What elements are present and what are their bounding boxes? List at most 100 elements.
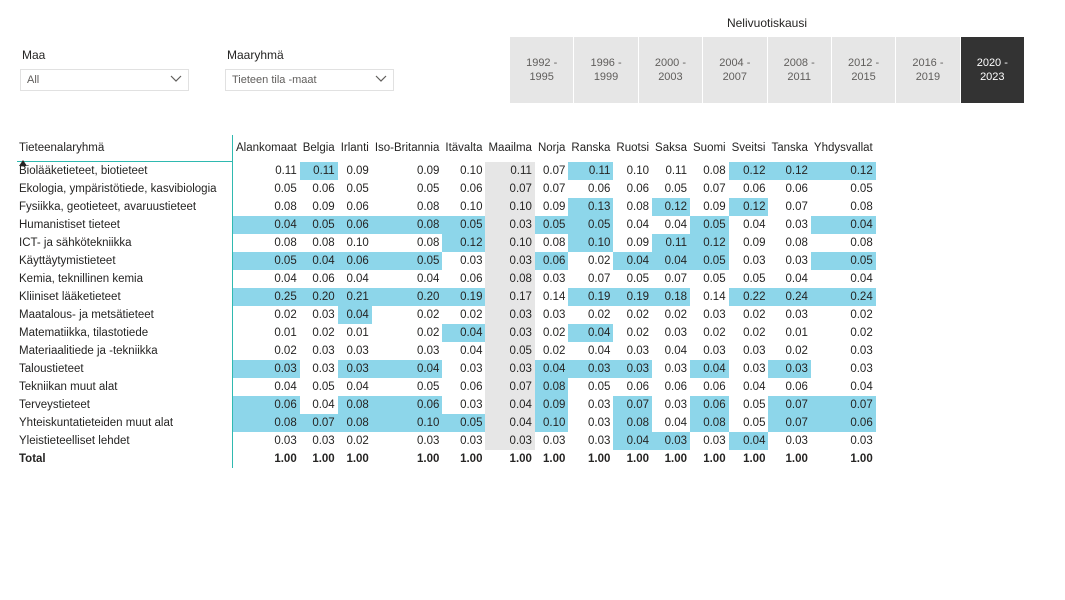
table-cell: 0.03 [312,435,335,447]
row-label: Yleistieteelliset lehdet [17,432,233,450]
table-cell: 0.04 [810,216,876,234]
row-label: Terveystieteet [17,396,233,414]
table-cell: 0.04 [588,345,611,357]
table-cell: 0.02 [274,345,297,357]
country-dropdown[interactable]: All [20,69,189,91]
column-header[interactable]: Saksa [655,142,687,155]
table-cell: 0.05 [810,252,876,270]
table-cell: 0.03 [485,324,535,342]
table-cell: 0.08 [485,270,535,288]
table-cell: 0.02 [626,327,650,339]
row-header-label: Tieteenalaryhmä [19,142,105,154]
table-cell: 0.03 [485,306,535,324]
period-button[interactable]: 2016 - 2019 [896,37,960,103]
table-cell: 0.08 [785,237,808,249]
column-header[interactable]: Iso-Britannia [374,142,440,155]
period-button[interactable]: 2020 - 2023 [960,37,1024,103]
table-cell: 0.06 [337,216,372,234]
table-cell: 0.06 [785,183,808,195]
table-cell: 0.08 [613,414,653,432]
period-button[interactable]: 1996 - 1999 [574,37,638,103]
period-button-label: 2019 [915,71,941,83]
country-dropdown-value: All [27,74,40,86]
table-cell: 0.08 [626,201,650,213]
period-button-label: 1995 [529,71,554,83]
table-cell: 0.03 [785,309,808,321]
table-cell: 0.07 [485,180,535,198]
table-cell: 0.05 [417,381,440,393]
table-cell: 0.03 [346,345,369,357]
table-cell: 0.03 [613,360,653,378]
table-cell: 1.00 [460,453,483,465]
table-cell: 0.03 [652,432,690,450]
row-header[interactable]: Tieteenalaryhmä [17,135,233,166]
period-button-label: 2011 [787,71,812,83]
table-cell: 1.00 [664,453,687,465]
table-cell: 0.06 [337,252,372,270]
table-cell: 0.02 [543,345,566,357]
table-cell: 0.03 [703,435,726,447]
table-row: Yleistieteelliset lehdet 0.03 0.03 0.02 0.03… [17,432,876,450]
table-cell: 0.04 [417,273,440,285]
table-cell: 0.06 [743,183,766,195]
table-cell: 0.04 [850,273,873,285]
table-cell: 0.09 [312,201,335,213]
period-button[interactable]: 2000 - 2003 [638,37,703,103]
table-cell: 0.03 [850,435,873,447]
column-header[interactable]: Norja [537,142,566,155]
table-cell: 0.05 [485,342,535,360]
column-header[interactable]: Belgia [302,142,335,155]
table-cell: 0.12 [652,198,690,216]
table-cell: 0.03 [768,360,811,378]
table-cell: 0.05 [568,216,614,234]
table-cell: 0.02 [417,309,440,321]
table-cell: 0.10 [485,234,535,252]
column-header[interactable]: Sveitsi [731,142,766,155]
table-cell: 0.04 [337,306,372,324]
table-cell: 0.10 [460,201,483,213]
table-cell: 0.13 [568,198,614,216]
table-row: Ekologia, ympäristötiede, kasvibiologia 0… [17,180,876,198]
country-group-dropdown[interactable]: Tieteen tila -maat [225,69,394,91]
table-cell: 0.04 [785,273,808,285]
column-header[interactable]: Ranska [571,142,611,155]
table-cell: 0.02 [346,435,369,447]
sort-ascending-icon [19,160,27,166]
table-cell: 0.03 [485,360,535,378]
period-button[interactable]: 2004 - 2007 [703,37,767,103]
table-cell: 0.04 [664,219,687,231]
table-cell: 0.03 [588,417,611,429]
period-button[interactable]: 2008 - 2011 [767,37,831,103]
table-cell: 0.04 [274,381,297,393]
table-cell: 0.02 [626,309,650,321]
table-cell: 0.04 [485,396,535,414]
table-cell: 0.04 [652,252,690,270]
period-button[interactable]: 1992 - 1995 [510,37,574,103]
table-cell: 1.00 [703,453,726,465]
table-cell: 0.20 [299,288,338,306]
column-header[interactable]: Ruotsi [616,142,650,155]
table-cell: 0.09 [626,237,650,249]
table-cell: 0.06 [626,381,650,393]
column-header[interactable]: Tanska [771,142,808,155]
table-cell: 0.14 [703,291,726,303]
row-label: Fysiikka, geotieteet, avaruustieteet [17,198,233,216]
column-header[interactable]: Itävalta [445,142,483,155]
table-cell: 0.10 [568,234,614,252]
period-button[interactable]: 2012 - 2015 [831,37,896,103]
period-button-label: 2003 [658,71,683,83]
table-cell: 0.02 [274,309,297,321]
table-cell: 0.10 [346,237,369,249]
country-slicer-label: Maa [22,48,46,62]
table-cell: 0.06 [312,273,335,285]
column-header[interactable]: Suomi [693,142,726,155]
table-cell: 0.04 [613,252,653,270]
table-cell: 0.07 [664,273,687,285]
column-header[interactable]: Irlanti [340,142,369,155]
column-header[interactable]: Yhdysvallat [813,142,873,155]
column-header[interactable]: Maailma [488,142,532,155]
table-cell: 0.08 [534,378,569,396]
table-cell: 0.03 [417,345,440,357]
table-row: Yhteiskuntatieteiden muut alat 0.08 0.07 0.… [17,414,876,432]
column-header[interactable]: Alankomaat [236,142,297,155]
